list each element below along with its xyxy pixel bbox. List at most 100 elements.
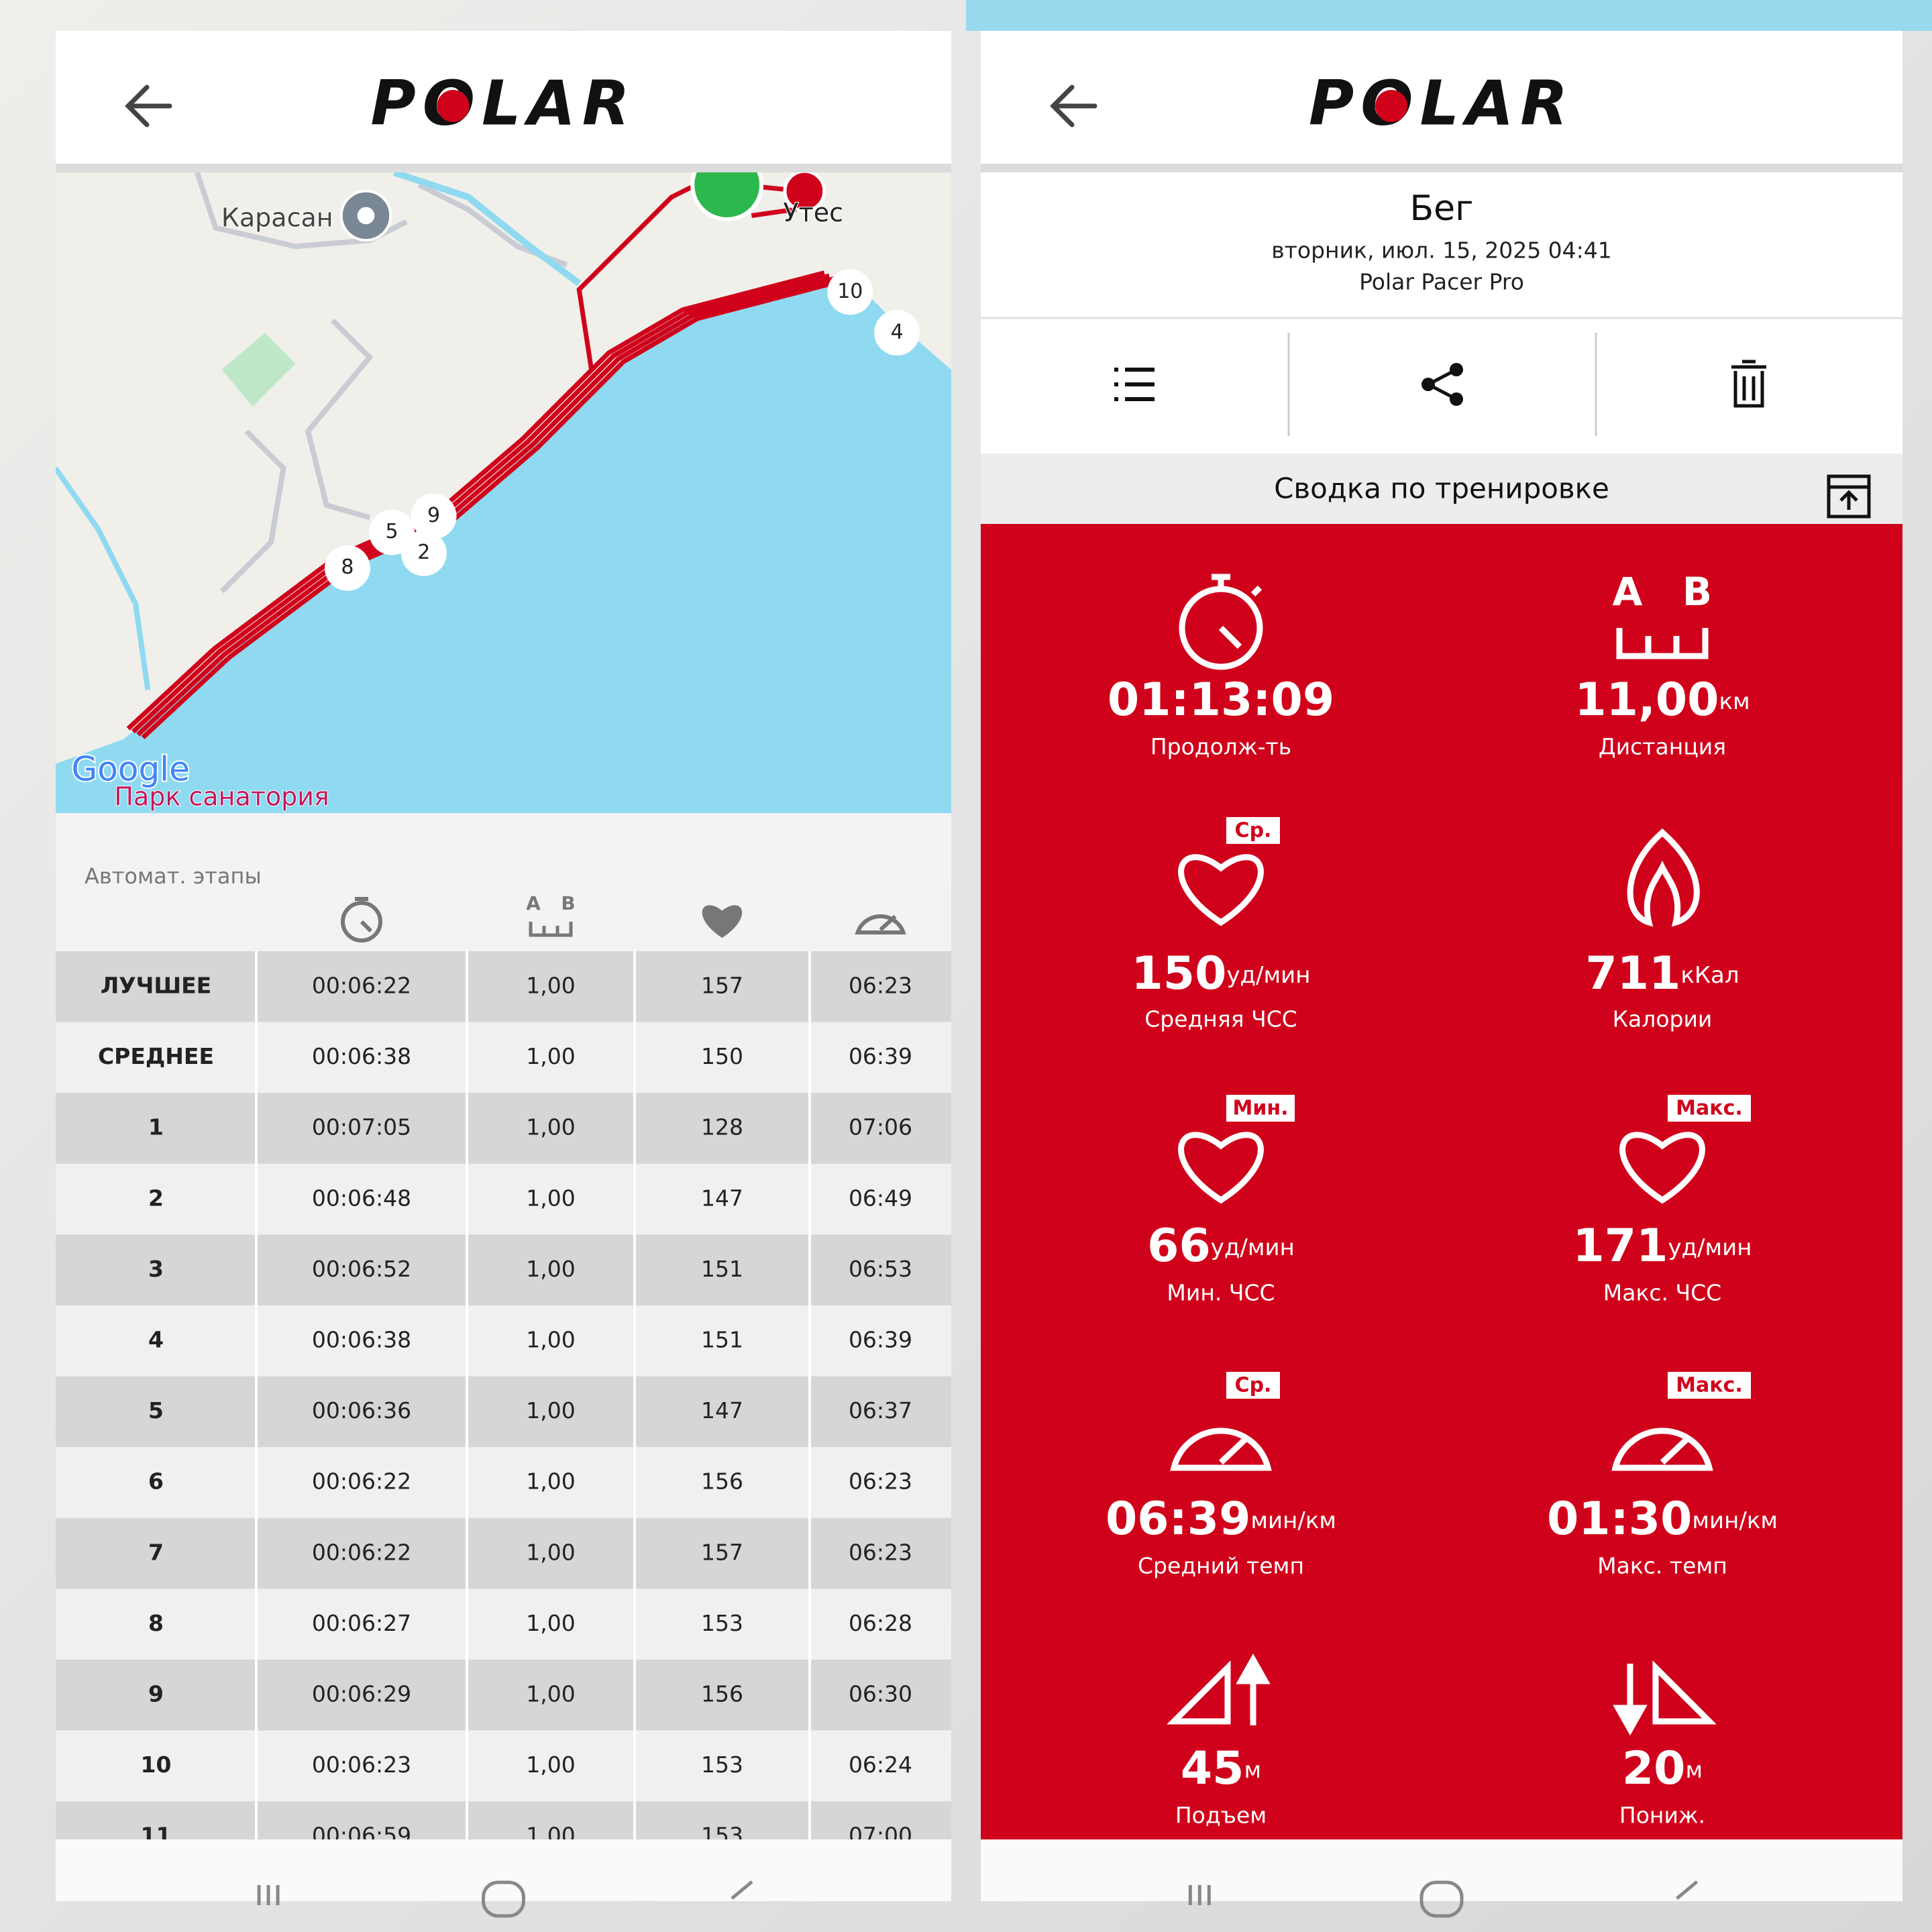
table-cell: 157	[701, 973, 743, 999]
map-road	[305, 318, 374, 521]
table-cell: 150	[701, 1043, 743, 1069]
nav-back[interactable]	[1676, 1880, 1699, 1900]
header-shadow	[56, 164, 951, 172]
table-cell: 06:23	[849, 1539, 912, 1565]
route	[126, 270, 825, 731]
stat-value: 20	[1622, 1742, 1686, 1795]
stat-unit: кКал	[1680, 962, 1739, 989]
icon-duration	[341, 901, 382, 943]
table-cell: 00:06:23	[312, 1752, 411, 1778]
place-pin-dot	[357, 207, 375, 225]
stat-value-group: 66уд/мин	[1147, 1220, 1295, 1273]
stat-value: 711	[1585, 947, 1680, 1000]
lap-marker	[827, 269, 873, 315]
back-button[interactable]	[1050, 85, 1097, 127]
table-cell: 00:06:59	[312, 1823, 411, 1849]
nav-home[interactable]	[1419, 1880, 1464, 1918]
stat-label: Макс. ЧСС	[1603, 1280, 1721, 1306]
stat-label: Калории	[1613, 1006, 1713, 1032]
table-row-label: 7	[148, 1539, 164, 1565]
table-cell: 06:39	[849, 1043, 912, 1069]
table-cell: 1,00	[526, 1043, 575, 1069]
table-row-label: 8	[148, 1610, 164, 1636]
stat-badge-bg	[1668, 1095, 1751, 1122]
stat-label: Подъем	[1175, 1803, 1267, 1829]
lap-marker	[874, 309, 920, 356]
stat-label: Средняя ЧСС	[1144, 1006, 1297, 1032]
table-cell: 00:06:27	[312, 1610, 411, 1636]
table-cell: 153	[701, 1823, 743, 1849]
table-row-label: 3	[148, 1256, 164, 1282]
delete-button[interactable]	[1731, 360, 1766, 408]
table-row-label: 1	[148, 1114, 164, 1140]
stat-value: 171	[1572, 1220, 1668, 1273]
icon-heart	[1619, 1132, 1705, 1204]
table-cell: 00:06:38	[312, 1043, 411, 1069]
nav-bar	[981, 1839, 1902, 1901]
stat-unit: км	[1719, 688, 1750, 715]
table-row	[56, 951, 951, 1022]
stat-value: 150	[1131, 947, 1226, 1000]
stat-value-group: 711кКал	[1585, 947, 1739, 1000]
nav-recent[interactable]	[1188, 1885, 1211, 1905]
table-cell: 151	[701, 1327, 743, 1353]
stat-badge: Ср.	[1235, 819, 1272, 843]
stat-badge-bg	[1226, 817, 1280, 844]
stat-value-group: 171уд/мин	[1572, 1220, 1752, 1273]
laps-section	[56, 832, 951, 951]
table-cell: 153	[701, 1610, 743, 1636]
icon-ascent-arrow	[1236, 1653, 1271, 1725]
stat-value: 06:39	[1106, 1493, 1250, 1546]
stat-value: 11,00	[1574, 674, 1719, 727]
route	[131, 273, 830, 734]
stat-unit: м	[1685, 1757, 1703, 1784]
route	[141, 279, 840, 740]
table-cell: 156	[701, 1681, 743, 1707]
table-cell: 1,00	[526, 1468, 575, 1495]
stat-value-group: 06:39мин/км	[1106, 1493, 1336, 1546]
stat-value-group: 11,00км	[1574, 674, 1750, 727]
nav-back[interactable]	[731, 1880, 753, 1900]
table-cell: 06:39	[849, 1327, 912, 1353]
lap-marker	[324, 545, 370, 591]
table-cell: 147	[701, 1185, 743, 1211]
list-button[interactable]	[1114, 368, 1155, 401]
icon-stopwatch-hand	[1212, 574, 1263, 649]
table-cell: 06:53	[849, 1256, 912, 1282]
table-row	[56, 1730, 951, 1802]
table-cell: 128	[701, 1114, 743, 1140]
stat-badge: Макс.	[1676, 1097, 1743, 1120]
stat-unit: уд/мин	[1668, 1234, 1752, 1261]
table-row	[56, 1093, 951, 1164]
table-cell: 00:06:52	[312, 1256, 411, 1282]
route	[136, 276, 835, 737]
table-row-label: СРЕДНЕЕ	[98, 1043, 214, 1069]
table-cell: 00:07:05	[312, 1114, 411, 1140]
brand-logo: POLAR	[370, 67, 636, 139]
nav-recent[interactable]	[257, 1885, 280, 1905]
table-row	[56, 1447, 951, 1518]
route	[576, 182, 698, 370]
table-cell: 00:06:48	[312, 1185, 411, 1211]
map-sea	[56, 277, 951, 813]
start-marker	[690, 172, 764, 221]
table-row-label: 10	[141, 1752, 172, 1778]
stat-value-group: 150уд/мин	[1131, 947, 1310, 1000]
stat-value-group: 45м	[1181, 1742, 1261, 1795]
icon-distance-b: B	[1682, 569, 1712, 614]
icon-gauge	[1611, 1428, 1713, 1471]
stat-label: Дистанция	[1599, 734, 1726, 760]
table-cell: 147	[701, 1397, 743, 1424]
lap-marker-label: 8	[341, 555, 354, 579]
stat-unit: уд/мин	[1211, 1234, 1295, 1261]
laps-title: Автомат. этапы	[85, 863, 262, 889]
app-header	[981, 31, 1902, 164]
export-button[interactable]	[1827, 474, 1871, 519]
nav-home[interactable]	[482, 1880, 525, 1918]
share-dot	[1450, 392, 1463, 406]
table-cell: 1,00	[526, 1752, 575, 1778]
icon-distance-a: A	[1613, 569, 1643, 614]
summary-bar	[981, 453, 1902, 524]
back-button[interactable]	[125, 85, 172, 127]
icon-heart	[1178, 1132, 1264, 1204]
